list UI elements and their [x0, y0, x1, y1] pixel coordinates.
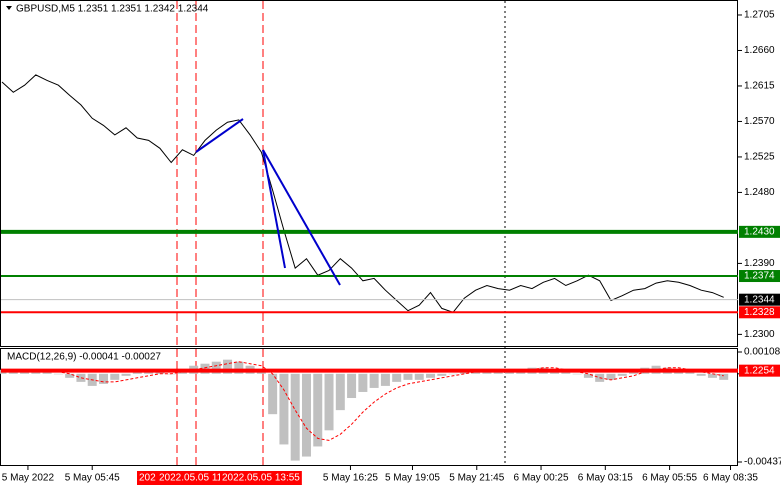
x-tick-label: 6 May 05:55 — [642, 473, 697, 484]
macd-bar — [20, 371, 30, 374]
price-tag — [739, 306, 780, 319]
x-tick-label: 6 May 03:15 — [578, 473, 633, 484]
macd-bar — [426, 373, 436, 378]
macd-bar — [606, 373, 616, 380]
macd-bar — [223, 359, 233, 374]
macd-bar — [268, 373, 278, 415]
highlight-time-label: 2022.05.05 13:55 — [222, 473, 300, 484]
macd-bar — [121, 373, 131, 376]
y-tick-label: 1.2570 — [744, 116, 775, 127]
macd-bar — [76, 373, 86, 382]
macd-bar — [707, 373, 717, 378]
macd-bar — [65, 373, 75, 378]
macd-bar — [347, 373, 357, 399]
x-tick-label: 5 May 2022 — [2, 473, 55, 484]
highlight-time-box — [220, 471, 302, 485]
macd-bar — [617, 373, 627, 376]
macd-bar — [403, 373, 413, 380]
macd-bar — [313, 373, 323, 447]
trend-line — [195, 118, 244, 153]
macd-bar — [279, 373, 289, 445]
menu-triangle — [6, 6, 12, 10]
macd-title: MACD(12,26,9) -0.00041 -0.00027 — [7, 352, 161, 363]
macd-bar — [301, 373, 311, 457]
price-tag-label: 1.2328 — [744, 307, 775, 318]
highlight-time-box — [157, 471, 227, 485]
y-tick-label: 1.2525 — [744, 152, 775, 163]
main-panel — [0, 0, 738, 347]
price-tag — [739, 270, 780, 283]
x-tick-label: 5 May 05:45 — [65, 473, 120, 484]
price-tag — [739, 225, 780, 238]
macd-bar — [719, 373, 729, 380]
price-tag-label: 1.2254 — [744, 365, 775, 376]
highlight-time-label: 202 — [139, 473, 156, 484]
macd-bar — [335, 373, 345, 411]
macd-bar — [110, 373, 120, 380]
price-tag-label: 1.2430 — [744, 226, 775, 237]
macd-bar — [572, 373, 582, 375]
macd-bar — [629, 371, 639, 374]
macd-bar — [504, 371, 514, 374]
x-tick-label: 5 May 19:05 — [385, 473, 440, 484]
macd-bar — [42, 371, 52, 374]
price-tag — [739, 364, 780, 377]
x-tick-label: 6 May 08:35 — [703, 473, 758, 484]
macd-bar — [437, 373, 447, 376]
highlight-time-label: 2022.05.05 11: — [159, 473, 225, 484]
macd-bar — [234, 361, 244, 374]
macd-bar — [53, 373, 63, 375]
price-line — [1, 74, 724, 313]
macd-bar — [98, 373, 108, 384]
y-tick-label: 1.2390 — [744, 258, 775, 269]
macd-bar — [380, 373, 390, 386]
y-tick-label: 1.2660 — [744, 45, 775, 56]
macd-bar — [211, 361, 221, 374]
price-tag — [739, 293, 780, 306]
price-tag-label: 1.2374 — [744, 271, 775, 282]
highlight-time-box — [137, 471, 158, 485]
y-tick-label: 1.2615 — [744, 81, 775, 92]
macd-bar — [583, 373, 593, 378]
trend-line — [262, 149, 341, 286]
macd-bar — [132, 371, 142, 374]
x-tick-label: 5 May 21:45 — [449, 473, 504, 484]
y-tick-label: 1.2300 — [744, 329, 775, 340]
macd-bar — [369, 373, 379, 388]
y-tick-label: 1.2480 — [744, 187, 775, 198]
macd-bar — [358, 373, 368, 392]
macd-bar — [414, 373, 424, 380]
x-tick-label: 5 May 16:25 — [323, 473, 378, 484]
macd-bar — [685, 371, 695, 374]
macd-panel — [0, 348, 738, 466]
macd-bar — [290, 373, 300, 461]
chart-title: GBPUSD,M5 1.2351 1.2351 1.2342 1.2344 — [16, 4, 209, 15]
macd-bar — [155, 371, 165, 374]
macd-bar — [392, 373, 402, 382]
macd-bar — [324, 373, 334, 431]
macd-bar — [459, 371, 469, 374]
macd-bar — [561, 371, 571, 374]
macd-bar — [696, 373, 706, 376]
macd-bar — [448, 373, 458, 375]
signal-line — [2, 361, 724, 441]
y-tick-label: 0.00108 — [744, 347, 781, 358]
price-tag-label: 1.2344 — [744, 294, 775, 305]
y-tick-label: -0.00437 — [744, 457, 781, 468]
x-tick-label: 6 May 00:25 — [514, 473, 569, 484]
trend-line — [262, 149, 286, 269]
y-tick-label: 1.2705 — [744, 10, 775, 21]
